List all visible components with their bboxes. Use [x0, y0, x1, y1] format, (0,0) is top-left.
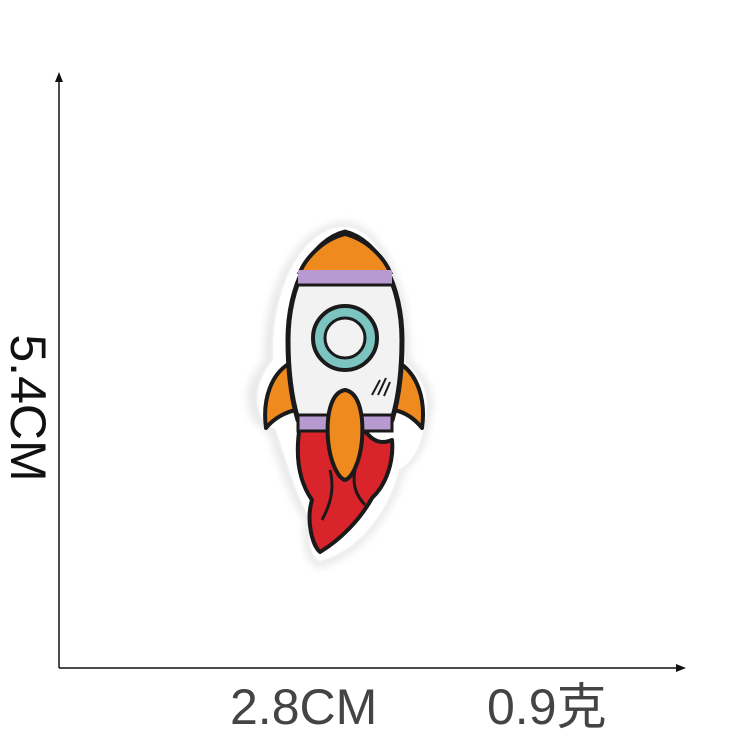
flame-shape [295, 423, 395, 554]
window-glass [323, 316, 367, 360]
height-dimension-label: 5.4CM [0, 334, 56, 482]
weight-label: 0.9克 [487, 679, 607, 735]
width-dimension-label: 2.8CM [230, 679, 378, 735]
exhaust-center [325, 387, 365, 483]
upper-band [298, 270, 392, 284]
